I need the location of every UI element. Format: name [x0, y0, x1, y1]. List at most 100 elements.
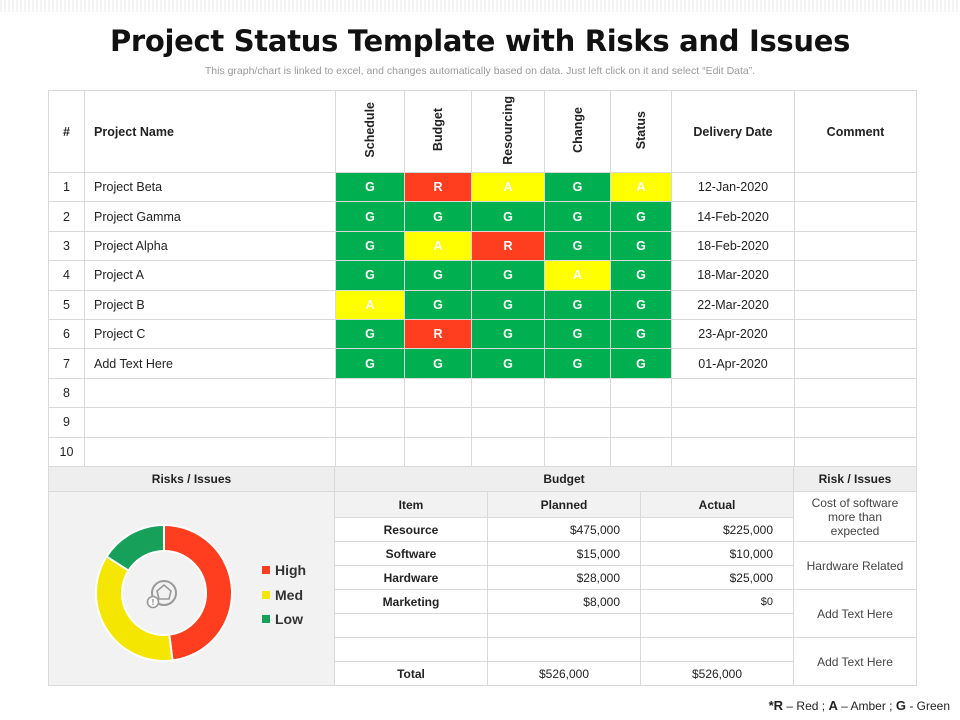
table-row: 3 Project Alpha G A R G G 18-Feb-2020	[48, 230, 917, 262]
budget-rag-cell	[404, 436, 472, 467]
total-actual: $526,000	[640, 661, 794, 686]
project-name: Project B	[84, 289, 336, 320]
budget-rag-cell: A	[404, 230, 472, 262]
budget-col-actual: Actual	[640, 491, 794, 518]
col-header-resourcing: Resourcing	[471, 90, 545, 173]
svg-text:!: !	[151, 598, 155, 607]
status-rag-cell: G	[610, 201, 672, 232]
donut-slice-med	[95, 555, 174, 662]
schedule-rag-cell: G	[335, 260, 405, 291]
delivery-date: 22-Mar-2020	[671, 289, 795, 320]
change-rag-cell: G	[544, 201, 611, 232]
project-name: Project Gamma	[84, 201, 336, 232]
budget-row: Resource $475,000 $225,000	[49, 517, 917, 542]
comment-cell	[794, 348, 917, 379]
budget-col-planned: Planned	[487, 491, 641, 518]
budget-rag-cell: G	[404, 260, 472, 291]
comment-cell	[794, 289, 917, 320]
schedule-rag-cell: G	[335, 318, 405, 350]
risk-note: Hardware Related	[793, 541, 917, 590]
delivery-date: 01-Apr-2020	[671, 348, 795, 379]
budget-header: Budget	[334, 466, 794, 492]
total-planned: $526,000	[487, 661, 641, 686]
legend-item-med: Med	[262, 583, 306, 608]
row-number: 1	[48, 171, 85, 203]
delivery-date: 23-Apr-2020	[671, 318, 795, 350]
status-rag-cell	[610, 436, 672, 467]
row-number: 2	[48, 201, 85, 232]
delivery-date: 18-Feb-2020	[671, 230, 795, 262]
comment-cell	[794, 230, 917, 262]
comment-cell	[794, 436, 917, 467]
delivery-date: 14-Feb-2020	[671, 201, 795, 232]
delivery-date	[671, 436, 795, 467]
project-name	[84, 407, 336, 438]
resourcing-rag-cell: R	[471, 230, 545, 262]
status-rag-cell: G	[610, 318, 672, 350]
donut-slice-low	[105, 523, 165, 572]
project-name	[84, 377, 336, 409]
col-header-budget: Budget	[404, 90, 472, 173]
budget-rag-cell: G	[404, 201, 472, 232]
row-number: 10	[48, 436, 85, 467]
change-rag-cell: G	[544, 171, 611, 203]
col-header-status: Status	[610, 90, 672, 173]
chart-legend: High Med Low	[262, 558, 306, 632]
change-rag-cell: G	[544, 348, 611, 379]
budget-rag-cell: R	[404, 171, 472, 203]
risk-donut-chart: !	[95, 523, 233, 662]
legend-item-high: High	[262, 558, 306, 583]
budget-row	[49, 613, 917, 638]
resourcing-rag-cell: G	[471, 318, 545, 350]
risks-issues-header: Risks / Issues	[48, 466, 335, 492]
schedule-rag-cell	[335, 377, 405, 409]
project-name	[84, 436, 336, 467]
table-row: 4 Project A G G G A G 18-Mar-2020	[48, 260, 917, 291]
row-number: 8	[48, 377, 85, 409]
budget-rag-cell: G	[404, 289, 472, 320]
budget-total-row: Total $526,000 $526,000	[49, 661, 917, 686]
row-number: 7	[48, 348, 85, 379]
delivery-date: 18-Mar-2020	[671, 260, 795, 291]
page-subtitle: This graph/chart is linked to excel, and…	[204, 65, 756, 77]
project-name: Project A	[84, 260, 336, 291]
change-rag-cell: G	[544, 230, 611, 262]
resourcing-rag-cell: G	[471, 289, 545, 320]
table-row: 5 Project B A G G G G 22-Mar-2020	[48, 289, 917, 320]
legend-swatch	[262, 615, 270, 624]
status-rag-cell: G	[610, 289, 672, 320]
table-row: 1 Project Beta G R A G A 12-Jan-2020	[48, 171, 917, 203]
project-status-table: # Project Name Schedule Budget Resourcin…	[48, 90, 917, 467]
schedule-rag-cell: A	[335, 289, 405, 320]
project-name: Project C	[84, 318, 336, 350]
budget-rag-cell	[404, 407, 472, 438]
budget-col-item: Item	[334, 491, 488, 518]
col-header-change: Change	[544, 90, 611, 173]
risk-chart-cell: ! High Med Low	[48, 491, 335, 686]
table-header-row: # Project Name Schedule Budget Resourcin…	[48, 90, 917, 173]
resourcing-rag-cell: A	[471, 171, 545, 203]
legend-label: High	[275, 562, 307, 579]
comment-cell	[794, 318, 917, 350]
col-header-schedule: Schedule	[335, 90, 405, 173]
comment-cell	[794, 407, 917, 438]
project-name: Add Text Here	[84, 348, 336, 379]
change-rag-cell: G	[544, 289, 611, 320]
status-rag-cell	[610, 407, 672, 438]
resourcing-rag-cell	[471, 407, 545, 438]
legend-item-low: Low	[262, 607, 306, 632]
legend-swatch	[262, 566, 270, 575]
top-stripe	[0, 0, 960, 12]
schedule-rag-cell: G	[335, 230, 405, 262]
risks-budget-table: Risks / Issues Budget Risk / Issues ! Hi…	[48, 466, 917, 686]
comment-cell	[794, 171, 917, 203]
risk-issues-header: Risk / Issues	[793, 466, 917, 492]
schedule-rag-cell	[335, 436, 405, 467]
table-row: 2 Project Gamma G G G G G 14-Feb-2020	[48, 201, 917, 232]
status-rag-cell	[610, 377, 672, 409]
donut-slice-high	[163, 523, 233, 662]
col-header-project-name: Project Name	[84, 90, 336, 173]
delivery-date	[671, 407, 795, 438]
color-key-footnote: *R – Red ; A – Amber ; G - Green	[768, 698, 950, 713]
row-number: 3	[48, 230, 85, 262]
